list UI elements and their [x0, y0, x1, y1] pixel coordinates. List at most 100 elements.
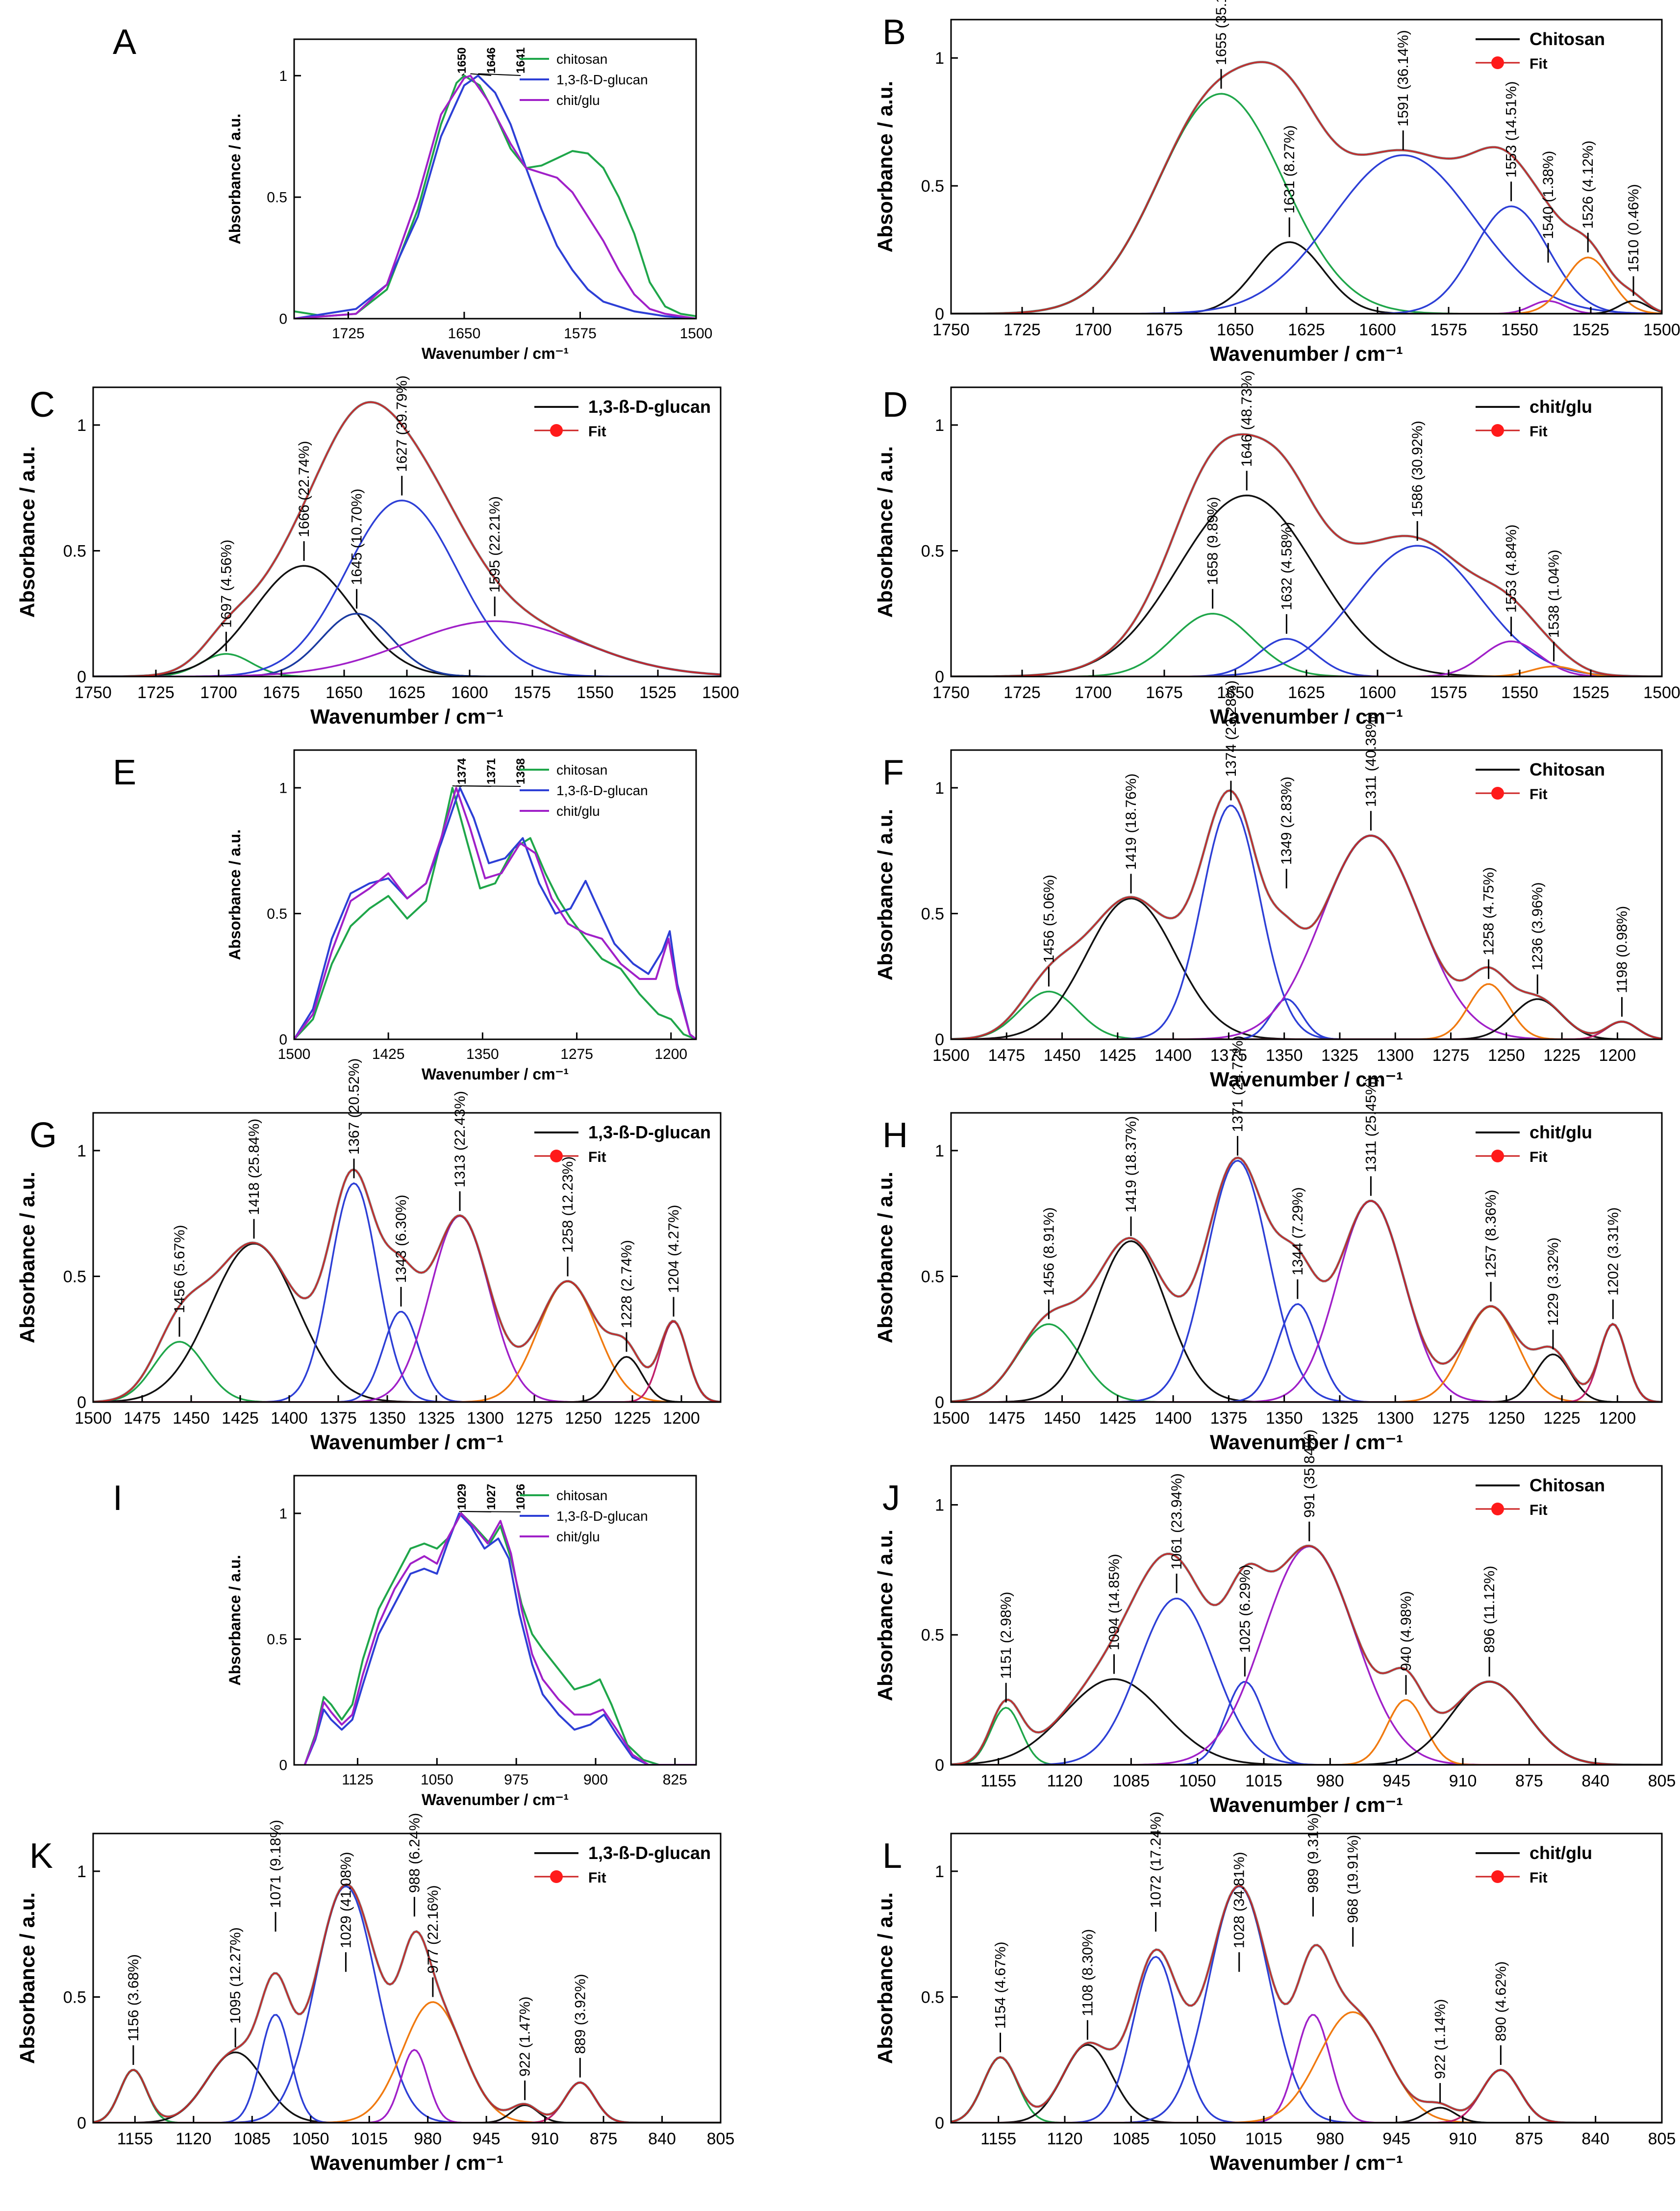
- component-peak-1349: [951, 998, 1662, 1039]
- measured-spectrum: [951, 1884, 1662, 2123]
- peak-label: 1108 (8.30%): [1079, 1929, 1096, 2016]
- x-axis-title: Wavenumber / cm⁻¹: [1210, 1793, 1403, 1816]
- x-tick-label: 1225: [1543, 1046, 1580, 1065]
- peak-label: 1456 (5.67%): [172, 1225, 188, 1313]
- x-tick-label: 1250: [1488, 1409, 1525, 1428]
- legend-label: chit/glu: [556, 93, 600, 108]
- x-tick-label: 1600: [1359, 683, 1396, 702]
- legend-label: Fit: [1530, 1502, 1548, 1518]
- x-tick-label: 910: [1449, 2130, 1477, 2148]
- x-axis-title: Wavenumber / cm⁻¹: [422, 1065, 569, 1083]
- component-peak-1666: [93, 565, 721, 677]
- component-peak-1553: [951, 205, 1662, 314]
- peak-label: 1072 (17.24%): [1148, 1811, 1164, 1908]
- panel-letter: B: [882, 13, 906, 52]
- series-line: [294, 787, 696, 1039]
- x-tick-label: 1500: [75, 1409, 112, 1428]
- y-tick-label: 0: [77, 2114, 86, 2133]
- peak-label: 1526 (4.12%): [1580, 141, 1596, 229]
- peak-label: 1236 (3.96%): [1530, 882, 1546, 971]
- panel-letter: D: [882, 385, 908, 425]
- y-axis-title: Absorbance / a.u.: [16, 446, 39, 618]
- x-axis-title: Wavenumber / cm⁻¹: [1210, 342, 1403, 365]
- component-peak-1526: [951, 256, 1662, 314]
- component-peak-922: [951, 2107, 1662, 2123]
- x-tick-label: 1300: [467, 1409, 504, 1428]
- component-peak-1419: [951, 897, 1662, 1039]
- x-tick-label: 1425: [372, 1046, 405, 1062]
- peak-label: 1071 (9.18%): [268, 1820, 284, 1908]
- y-tick-label: 0: [935, 305, 944, 324]
- x-tick-label: 1325: [1321, 1409, 1358, 1428]
- x-tick-label: 900: [583, 1772, 608, 1788]
- peak-label: 1028 (34.81%): [1231, 1852, 1248, 1948]
- y-tick-label: 0: [935, 1393, 944, 1412]
- x-tick-label: 980: [1316, 1772, 1344, 1790]
- peak-label: 1204 (4.27%): [666, 1205, 682, 1293]
- fit-envelope: [951, 1545, 1662, 1765]
- series-line: [303, 1512, 696, 1765]
- x-tick-label: 1675: [1146, 683, 1183, 702]
- x-tick-label: 1500: [680, 326, 713, 342]
- peak-label: 1025 (6.29%): [1237, 1565, 1253, 1653]
- legend-marker: [1491, 424, 1504, 437]
- y-tick-label: 0.5: [921, 542, 944, 560]
- y-tick-label: 1: [279, 1506, 287, 1522]
- y-tick-label: 0.5: [921, 1267, 944, 1286]
- x-tick-label: 1155: [117, 2130, 153, 2148]
- legend-label: 1,3-ß-D-glucan: [556, 72, 648, 87]
- component-peak-1627: [93, 500, 721, 677]
- y-axis-title: Absorbance / a.u.: [874, 809, 897, 980]
- peak-label: 1553 (14.51%): [1504, 81, 1520, 178]
- legend-marker: [550, 424, 563, 437]
- y-tick-label: 0.5: [63, 1988, 86, 2007]
- panel-j: J 1155 1120 1085 1050 1015 980 945 910 875 840 805 0…: [874, 1430, 1676, 1816]
- legend-label: chit/glu: [1530, 1122, 1592, 1142]
- x-tick-label: 1450: [173, 1409, 210, 1428]
- component-peak-1229: [951, 1353, 1662, 1402]
- peak-label: 1349 (2.83%): [1279, 777, 1295, 865]
- component-peak-977: [93, 2001, 721, 2123]
- x-tick-label: 945: [1382, 2130, 1410, 2148]
- peak-label: 1198 (0.98%): [1614, 906, 1630, 993]
- x-axis-title: Wavenumber / cm⁻¹: [310, 705, 503, 728]
- peak-label: 1151 (2.98%): [998, 1592, 1014, 1679]
- x-tick-label: 1425: [222, 1409, 259, 1428]
- plot-frame: [950, 1833, 1663, 2124]
- panel-i: I 1125 1050 975 900 825 0 0.5 1 Wavenumber / cm⁻¹…: [113, 1475, 697, 1809]
- x-tick-label: 1725: [332, 326, 365, 342]
- x-tick-label: 1350: [1266, 1409, 1303, 1428]
- component-peak-1374: [951, 804, 1662, 1039]
- component-peak-1540: [951, 300, 1662, 314]
- legend-label: chitosan: [556, 762, 607, 778]
- plot-area: [951, 1544, 1662, 1765]
- component-peak-1632: [951, 638, 1662, 677]
- x-tick-label: 1325: [1321, 1046, 1358, 1065]
- legend-label: 1,3-ß-D-glucan: [588, 1122, 711, 1142]
- x-tick-label: 1475: [988, 1409, 1025, 1428]
- y-tick-label: 0: [935, 1030, 944, 1049]
- x-tick-label: 1500: [932, 1046, 970, 1065]
- y-axis-title: Absorbance / a.u.: [226, 1555, 244, 1686]
- x-tick-label: 1650: [448, 326, 481, 342]
- y-tick-label: 1: [935, 1862, 944, 1881]
- component-peak-1553: [951, 640, 1662, 677]
- y-tick-label: 1: [279, 780, 287, 796]
- series-line: [294, 787, 696, 1039]
- x-tick-label: 1575: [1430, 321, 1467, 339]
- peak-leader-line: [461, 73, 465, 76]
- component-peak-1586: [951, 545, 1662, 677]
- x-tick-label: 1500: [932, 1409, 970, 1428]
- component-peak-1072: [951, 1956, 1662, 2123]
- panel-f: F 1500 1475 1450 1425 1400 1375 1350 1325 1300 127…: [874, 680, 1663, 1091]
- panel-letter: C: [29, 385, 55, 425]
- x-tick-label: 1120: [176, 2130, 211, 2148]
- component-peak-1156: [93, 2069, 721, 2123]
- x-tick-label: 1275: [1432, 1046, 1470, 1065]
- fit-envelope: [93, 1169, 721, 1402]
- y-tick-label: 1: [935, 49, 944, 68]
- peak-label: 1202 (3.31%): [1605, 1207, 1621, 1296]
- legend-label: Fit: [1530, 786, 1548, 803]
- component-peak-1538: [951, 665, 1662, 677]
- y-tick-label: 0.5: [267, 1632, 287, 1648]
